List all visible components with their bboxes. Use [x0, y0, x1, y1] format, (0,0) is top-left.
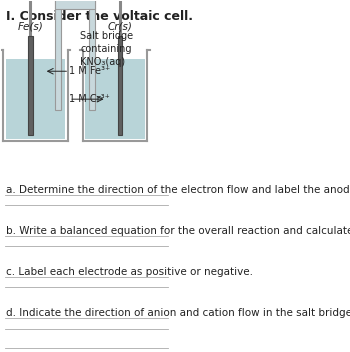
- Text: I. Consider the voltaic cell.: I. Consider the voltaic cell.: [7, 10, 194, 23]
- Bar: [85, 59, 145, 139]
- Text: 1 M Fe³⁺: 1 M Fe³⁺: [69, 66, 111, 76]
- Bar: [55, 0, 95, 8]
- Text: c. Label each electrode as positive or negative.: c. Label each electrode as positive or n…: [6, 267, 253, 277]
- Bar: [6, 59, 65, 139]
- Text: d. Indicate the direction of anion and cation flow in the salt bridge.: d. Indicate the direction of anion and c…: [6, 308, 350, 318]
- Bar: [89, 0, 95, 109]
- Bar: [55, 0, 61, 109]
- Bar: [28, 36, 33, 135]
- Text: Cr(s): Cr(s): [108, 21, 133, 31]
- Text: Fe(s): Fe(s): [18, 21, 43, 31]
- Text: b. Write a balanced equation for the overall reaction and calculate the E°cell.: b. Write a balanced equation for the ove…: [6, 226, 350, 236]
- Bar: [118, 36, 122, 135]
- Text: 1 M Cr³⁺: 1 M Cr³⁺: [69, 94, 110, 104]
- Text: Salt bridge
containing
KNO₃(aq): Salt bridge containing KNO₃(aq): [80, 31, 133, 68]
- Text: a. Determine the direction of the electron flow and label the anode and the cath: a. Determine the direction of the electr…: [6, 185, 350, 195]
